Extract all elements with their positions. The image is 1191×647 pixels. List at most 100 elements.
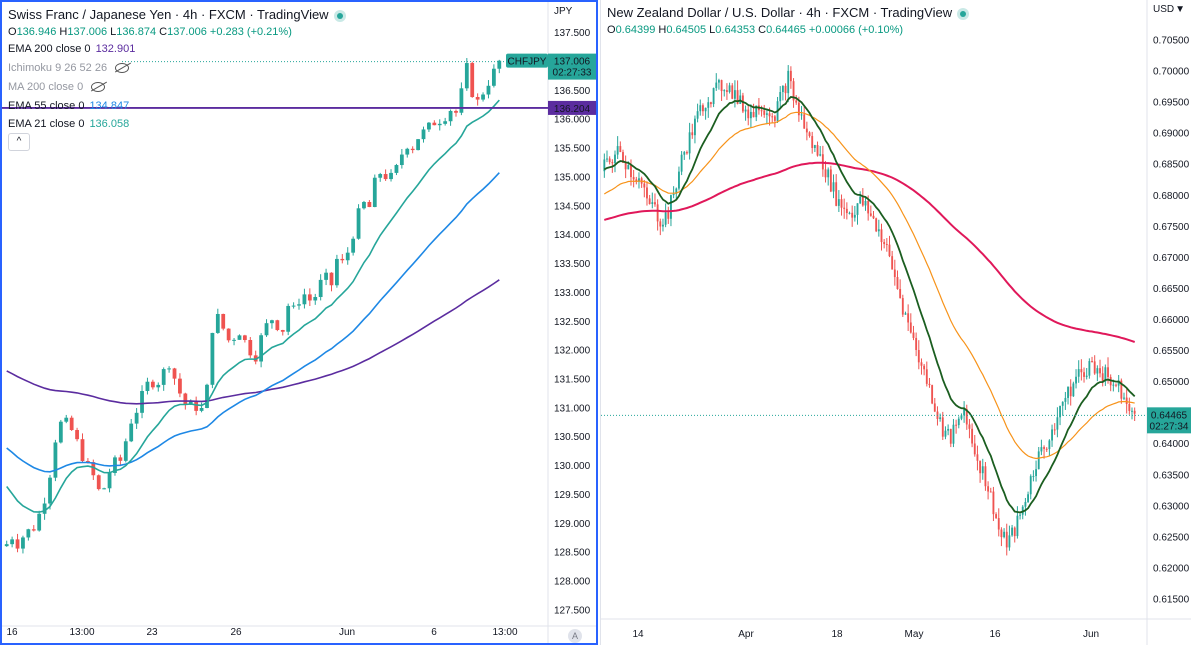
candle-body [205,384,209,408]
current-price-tag [1147,407,1191,434]
candle-body [947,428,950,431]
hidden-eye-icon[interactable] [91,82,106,93]
candle-body [704,107,707,112]
candle-body [659,221,662,227]
candle-body [779,92,782,102]
candle-body [827,169,830,178]
candle-body [731,85,734,99]
candle-body [619,146,622,153]
price-tick-label: 132.000 [554,346,591,357]
candle-body [654,202,656,205]
candle-body [1013,527,1016,537]
candle-body [75,429,79,440]
candle-body [891,256,894,270]
candle-body [226,328,231,341]
candle-body [432,122,437,126]
indicator-ema200-legend[interactable]: EMA 200 close 0 132.901 [8,43,136,55]
currency-label[interactable]: JPY [554,6,573,17]
candle-body [107,472,112,489]
candle-body [259,335,264,362]
price-tick-label: 0.66500 [1153,284,1190,295]
candle-body [1133,410,1136,414]
candle-body [702,105,704,112]
time-tick-label: 18 [831,629,843,640]
candle-body [736,90,739,104]
candle-body [1091,361,1093,363]
candle-body [31,529,36,531]
candle-body [1037,451,1040,470]
candle-body [437,123,442,126]
price-tick-label: 0.62500 [1153,532,1190,543]
candle-body [992,491,995,515]
auto-scale-button[interactable]: A [568,629,582,643]
candle-body [723,90,726,92]
indicator-ichimoku-legend[interactable]: Ichimoku 9 26 52 26 [8,62,130,74]
chfjpy-chart-panel[interactable]: 137.500137.000136.500136.000135.500135.0… [0,0,598,645]
indicator-ma200-legend[interactable]: MA 200 close 0 [8,81,106,93]
candle-body [848,212,851,214]
candle-body [1059,405,1061,418]
price-tick-label: 137.500 [554,28,591,39]
candle-body [1029,476,1032,495]
candle-body [1043,447,1045,449]
candle-body [464,63,469,89]
time-tick-label: Jun [1083,629,1099,640]
candle-body [816,145,819,156]
price-tick-label: 0.65000 [1153,377,1190,388]
ema-line-ema-55-close-0 [6,172,500,473]
candle-body [691,132,694,136]
candle-body [48,477,52,504]
candle-body [787,70,790,94]
candle-body [709,102,712,105]
chart-title-text: New Zealand Dollar / U.S. Dollar · 4h · … [607,5,953,20]
candle-body [837,199,840,206]
chevron-down-icon[interactable]: ▼ [1175,4,1185,15]
candle-body [627,164,630,170]
candle-body [904,313,907,315]
price-tick-label: 127.500 [554,605,591,616]
price-tick-label: 131.500 [554,375,591,386]
chart-title: Swiss Franc / Japanese Yen · 4h · FXCM ·… [8,7,343,22]
indicator-ema21-legend[interactable]: EMA 21 close 0 136.058 [8,118,130,130]
candle-body [744,109,747,112]
collapse-legend-button[interactable]: ^ [8,133,30,151]
time-tick-label: 23 [146,627,158,638]
candle-body [134,412,139,424]
candle-body [497,60,502,69]
hidden-eye-icon[interactable] [115,63,130,74]
candle-body [416,139,420,151]
candle-body [917,350,920,363]
candle-body [275,320,280,331]
candle-body [313,297,318,301]
candle-body [688,132,691,154]
candle-body [952,424,955,444]
candle-body [1117,380,1120,386]
candle-body [1019,514,1022,516]
candle-body [824,169,827,178]
nzdusd-chart-panel[interactable]: 0.70500 0.70000 0.69500 0.69000 0.68500 0.680… [600,0,1191,645]
nzdusd-chart-canvas[interactable]: 0.70500 0.70000 0.69500 0.69000 0.68500 0.680… [601,0,1191,645]
candle-body [747,109,750,119]
candle-body [454,110,458,113]
candle-body [909,322,912,333]
candle-body [351,238,356,253]
indicator-ema55-legend[interactable]: EMA 55 close 0 134.847 [8,100,130,112]
candle-body [877,229,880,232]
candle-body [15,539,20,549]
price-tick-label: 130.000 [554,461,591,472]
candle-body [638,178,640,182]
candle-body [880,229,883,243]
price-tick-label: 0.70500 [1153,36,1190,47]
currency-label[interactable]: USD [1153,4,1175,15]
candle-body [893,269,896,278]
candle-body [10,539,15,545]
price-tick-label: 136.500 [554,86,591,97]
chfjpy-chart-canvas[interactable]: 137.500137.000136.500136.000135.500135.0… [2,2,596,643]
price-tick-label: 0.65500 [1153,346,1190,357]
candle-body [829,169,832,192]
candle-body [797,102,800,116]
candle-body [976,454,979,461]
candle-body [1077,369,1080,377]
candle-body [42,503,47,514]
price-tick-label: 134.000 [554,230,591,241]
